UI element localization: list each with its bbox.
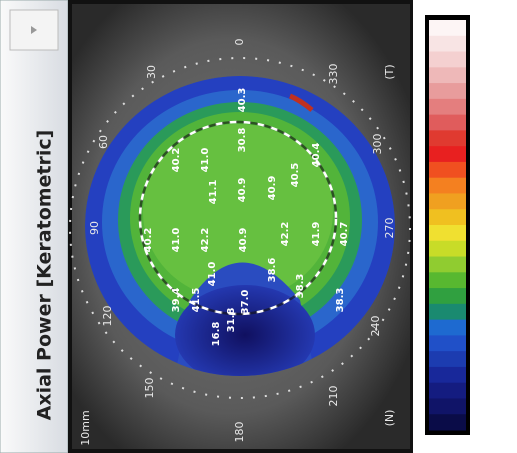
angle-label: 210: [327, 386, 340, 407]
map-value: 38.6: [267, 258, 278, 283]
map-value: 16.8: [211, 322, 222, 347]
angle-label: 0: [233, 39, 246, 46]
map-value: 40.2: [143, 228, 154, 253]
map-value: 40.7: [339, 222, 350, 247]
angle-label: 180: [233, 422, 246, 443]
scale-swatch: [429, 319, 466, 336]
scale-label: 56.5: [480, 150, 491, 175]
zone-circle-shadow: [138, 120, 338, 316]
scale-swatch: [429, 303, 466, 321]
scale-swatch: [429, 209, 466, 226]
scale-bar-label: 10mm: [79, 410, 92, 445]
scale-swatch: [429, 414, 466, 431]
scale-title: Diop: [500, 59, 511, 85]
scale-label: 86.5: [480, 63, 491, 88]
scale-swatch: [429, 382, 466, 399]
angle-label: 120: [101, 306, 114, 327]
scale-swatch: [429, 177, 466, 194]
scale-swatch: [429, 240, 466, 258]
scale-swatch: [429, 193, 466, 210]
map-value: 41.1: [208, 180, 219, 205]
scale-swatch: [429, 351, 466, 368]
angle-label: 300: [371, 134, 384, 155]
scale-swatch: [429, 35, 466, 53]
scale-label: 38.5: [480, 298, 491, 323]
map-value: 40.2: [171, 148, 182, 173]
orientation-label: (T): [383, 64, 396, 79]
map-value: 37.0: [240, 290, 251, 315]
scale-label: 29.0: [480, 343, 491, 368]
map-value: 40.3: [237, 88, 248, 113]
map-value: 31.8: [226, 308, 237, 333]
scale-swatch: [429, 366, 466, 384]
angle-label: 60: [97, 135, 110, 149]
scale-swatch: [429, 225, 466, 242]
angle-label: 90: [88, 221, 101, 235]
scale-swatch: [429, 130, 466, 147]
map-value: 40.4: [311, 143, 322, 168]
scale-swatch: [429, 20, 466, 37]
scale-swatch: [429, 272, 466, 289]
scale-label: 71.5: [480, 118, 491, 143]
map-value: 40.9: [238, 228, 249, 253]
map-value: 38.3: [335, 288, 346, 313]
scale-swatch: [429, 335, 466, 352]
scale-title: Absolute: [487, 30, 498, 80]
scale-swatch: [429, 146, 466, 163]
map-value: 39.4: [171, 288, 182, 313]
scale-swatch: [429, 51, 466, 68]
map-value: 41.0: [171, 228, 182, 253]
map-value: 41.0: [207, 262, 218, 287]
scale-label: 47.5: [480, 200, 491, 225]
angle-label: 330: [327, 64, 340, 85]
scale-swatch: [429, 98, 466, 116]
angle-label: 30: [145, 65, 158, 79]
scale-swatch: [429, 161, 466, 179]
scale-swatch: [429, 67, 466, 84]
scale-label: 14.0: [480, 393, 491, 418]
angle-label: 270: [383, 218, 396, 239]
angle-ring: [69, 57, 411, 399]
map-value: 41.0: [200, 148, 211, 173]
map-value: 42.2: [280, 222, 291, 247]
map-value: 41.9: [311, 222, 322, 247]
panel-title: Axial Power [Keratometric]: [34, 130, 56, 421]
scale-swatch: [429, 398, 466, 415]
map-value: 38.3: [295, 274, 306, 299]
orientation-label: (N): [383, 410, 396, 427]
map-value: 40.9: [267, 176, 278, 201]
menu-arrow: [31, 26, 37, 34]
map-value: 40.9: [237, 178, 248, 203]
scale-swatch: [429, 83, 466, 100]
map-value: 42.2: [200, 228, 211, 253]
scale-swatch: [429, 256, 466, 273]
scale-label: 43.0: [480, 253, 491, 278]
map-value: 41.5: [191, 288, 202, 313]
angle-label: 240: [369, 316, 382, 337]
map-value: 30.8: [237, 128, 248, 153]
scale-swatch: [429, 114, 466, 131]
scale-swatch: [429, 288, 466, 305]
angle-label: 150: [143, 378, 156, 399]
map-value: 40.5: [290, 163, 301, 188]
